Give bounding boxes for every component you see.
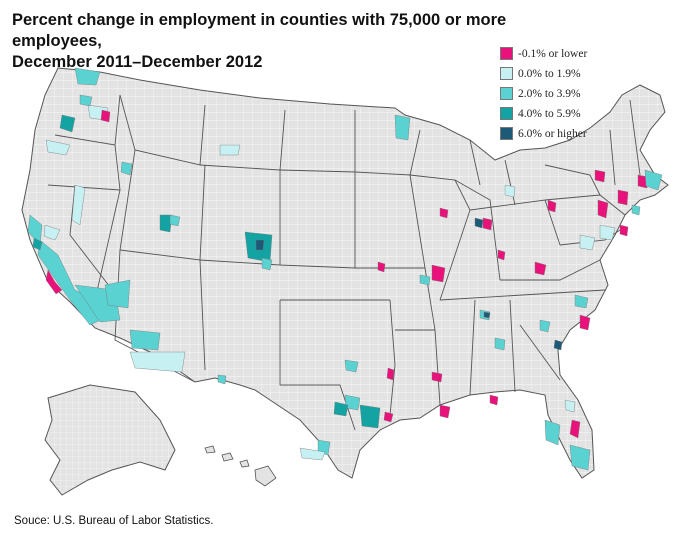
- legend-swatch: [500, 127, 513, 140]
- map-legend: -0.1% or lower 0.0% to 1.9% 2.0% to 3.9%…: [500, 45, 630, 145]
- legend-swatch: [500, 47, 513, 60]
- contiguous-us-shape: [21, 67, 669, 479]
- legend-swatch: [500, 67, 513, 80]
- legend-label: 4.0% to 5.9%: [518, 107, 581, 120]
- legend-item-high: 4.0% to 5.9%: [500, 105, 630, 122]
- legend-item-highest: 6.0% or higher: [500, 125, 630, 142]
- legend-swatch: [500, 87, 513, 100]
- title-line-2: December 2011–December 2012: [12, 53, 263, 71]
- hawaii-islands: [204, 445, 277, 487]
- title-line-1: Percent change in employment in counties…: [12, 11, 507, 50]
- legend-item-negative: -0.1% or lower: [500, 45, 630, 62]
- legend-item-low: 0.0% to 1.9%: [500, 65, 630, 82]
- legend-swatch: [500, 107, 513, 120]
- state-borders: [47, 94, 641, 431]
- alaska-shape: [44, 384, 176, 496]
- legend-label: 6.0% or higher: [518, 127, 587, 140]
- legend-item-mid: 2.0% to 3.9%: [500, 85, 630, 102]
- map-title: Percent change in employment in counties…: [12, 10, 572, 73]
- legend-label: 2.0% to 3.9%: [518, 87, 581, 100]
- source-note: Souce: U.S. Bureau of Labor Statistics.: [14, 515, 214, 527]
- legend-label: -0.1% or lower: [518, 47, 588, 60]
- legend-label: 0.0% to 1.9%: [518, 67, 581, 80]
- county-markers: [27, 67, 663, 471]
